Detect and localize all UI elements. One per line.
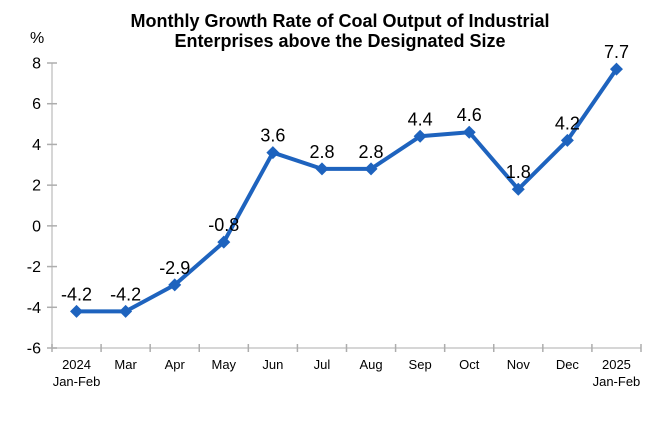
x-axis-label: 2024 xyxy=(62,357,91,372)
x-axis-label: Mar xyxy=(114,357,137,372)
chart-title-line2: Enterprises above the Designated Size xyxy=(174,31,506,51)
y-axis-tick-label: -2 xyxy=(27,259,41,276)
data-point-label: 4.4 xyxy=(408,109,433,129)
chart-title: Monthly Growth Rate of Coal Output of In… xyxy=(20,11,660,51)
x-axis-label: Dec xyxy=(556,357,580,372)
y-axis-tick-label: -6 xyxy=(27,341,41,358)
data-point-marker xyxy=(511,182,525,196)
y-axis-tick-label: 2 xyxy=(32,178,41,195)
x-axis-label: May xyxy=(212,357,237,372)
data-point-label: -0.8 xyxy=(208,215,239,235)
data-point-label: 1.8 xyxy=(506,162,531,182)
data-point-marker xyxy=(413,129,427,143)
data-point-marker xyxy=(364,162,378,176)
data-point-marker xyxy=(168,278,182,292)
y-axis-tick-label: 0 xyxy=(32,218,41,235)
x-axis-label: 2025 xyxy=(602,357,631,372)
data-point-marker xyxy=(119,304,133,318)
x-axis-label: Apr xyxy=(165,357,186,372)
x-axis-label: Jul xyxy=(314,357,331,372)
data-point-label: 3.6 xyxy=(260,126,285,146)
y-axis-tick-label: 8 xyxy=(32,56,41,73)
x-axis-label: Sep xyxy=(409,357,432,372)
x-axis-label: Nov xyxy=(507,357,531,372)
data-point-label: 2.8 xyxy=(359,142,384,162)
y-axis-unit-label: % xyxy=(30,30,45,47)
chart-title-line1: Monthly Growth Rate of Coal Output of In… xyxy=(130,11,550,31)
data-point-label: -2.9 xyxy=(159,258,190,278)
data-point-marker xyxy=(266,146,280,160)
data-point-marker xyxy=(315,162,329,176)
series-line xyxy=(74,67,619,314)
data-point-marker xyxy=(70,304,84,318)
data-point-label: 4.2 xyxy=(555,113,580,133)
data-point-marker xyxy=(462,125,476,139)
y-axis-tick-label: 4 xyxy=(32,137,41,154)
data-point-marker xyxy=(560,133,574,147)
data-point-marker xyxy=(609,62,623,76)
y-axis-tick-label: -4 xyxy=(27,300,41,317)
y-axis-tick-label: 6 xyxy=(32,96,41,113)
x-axis-label: Jan-Feb xyxy=(53,374,101,389)
data-point-label: -4.2 xyxy=(110,284,141,304)
data-point-label: 2.8 xyxy=(309,142,334,162)
x-axis-label: Aug xyxy=(359,357,382,372)
data-point-marker xyxy=(217,235,231,249)
data-point-label: -4.2 xyxy=(61,284,92,304)
x-axis-label: Jun xyxy=(262,357,283,372)
x-axis-label: Oct xyxy=(459,357,480,372)
x-axis-label: Jan-Feb xyxy=(593,374,641,389)
data-point-label: 7.7 xyxy=(604,42,629,62)
data-point-label: 4.6 xyxy=(457,105,482,125)
